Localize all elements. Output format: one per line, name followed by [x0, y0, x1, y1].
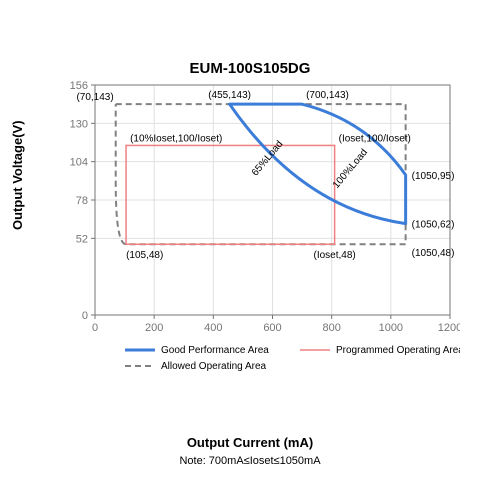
svg-text:1000: 1000 [379, 322, 403, 334]
x-axis-label: Output Current (mA) [0, 435, 500, 450]
svg-text:0: 0 [92, 322, 98, 334]
svg-text:(10%Ioset,100/Ioset): (10%Ioset,100/Ioset) [130, 133, 222, 144]
svg-text:400: 400 [204, 322, 222, 334]
svg-text:78: 78 [76, 195, 88, 207]
svg-text:52: 52 [76, 233, 88, 245]
y-axis-label: Output Voltage(V) [10, 120, 25, 230]
chart-svg: 0 200 400 600 800 1000 1200 0 52 78 104 130 156(70,1… [40, 60, 460, 400]
svg-text:(455,143): (455,143) [208, 90, 251, 101]
svg-text:1200: 1200 [438, 322, 460, 334]
svg-text:104: 104 [70, 157, 88, 169]
svg-text:(1050,48): (1050,48) [412, 248, 455, 259]
svg-text:Allowed Operating Area: Allowed Operating Area [161, 361, 267, 372]
svg-text:0: 0 [82, 310, 88, 322]
svg-text:130: 130 [70, 118, 88, 130]
svg-text:(105,48): (105,48) [126, 250, 163, 261]
chart-area: 0 200 400 600 800 1000 1200 0 52 78 104 130 156(70,1… [40, 60, 460, 400]
svg-text:Programmed Operating Area: Programmed Operating Area [336, 345, 460, 356]
svg-text:800: 800 [322, 322, 340, 334]
svg-text:(1050,95): (1050,95) [412, 171, 455, 182]
svg-text:(70,143): (70,143) [76, 92, 113, 103]
svg-text:Good Performance Area: Good Performance Area [161, 345, 269, 356]
svg-text:600: 600 [263, 322, 281, 334]
svg-text:(700,143): (700,143) [306, 90, 349, 101]
svg-text:(Ioset,100/Ioset): (Ioset,100/Ioset) [339, 133, 411, 144]
svg-text:(Ioset,48): (Ioset,48) [314, 250, 356, 261]
svg-text:100%Load: 100%Load [331, 147, 370, 191]
svg-text:156: 156 [70, 80, 88, 92]
svg-text:(1050,62): (1050,62) [412, 220, 455, 231]
chart-note: Note: 700mA≤Ioset≤1050mA [0, 455, 500, 467]
svg-text:200: 200 [145, 322, 163, 334]
